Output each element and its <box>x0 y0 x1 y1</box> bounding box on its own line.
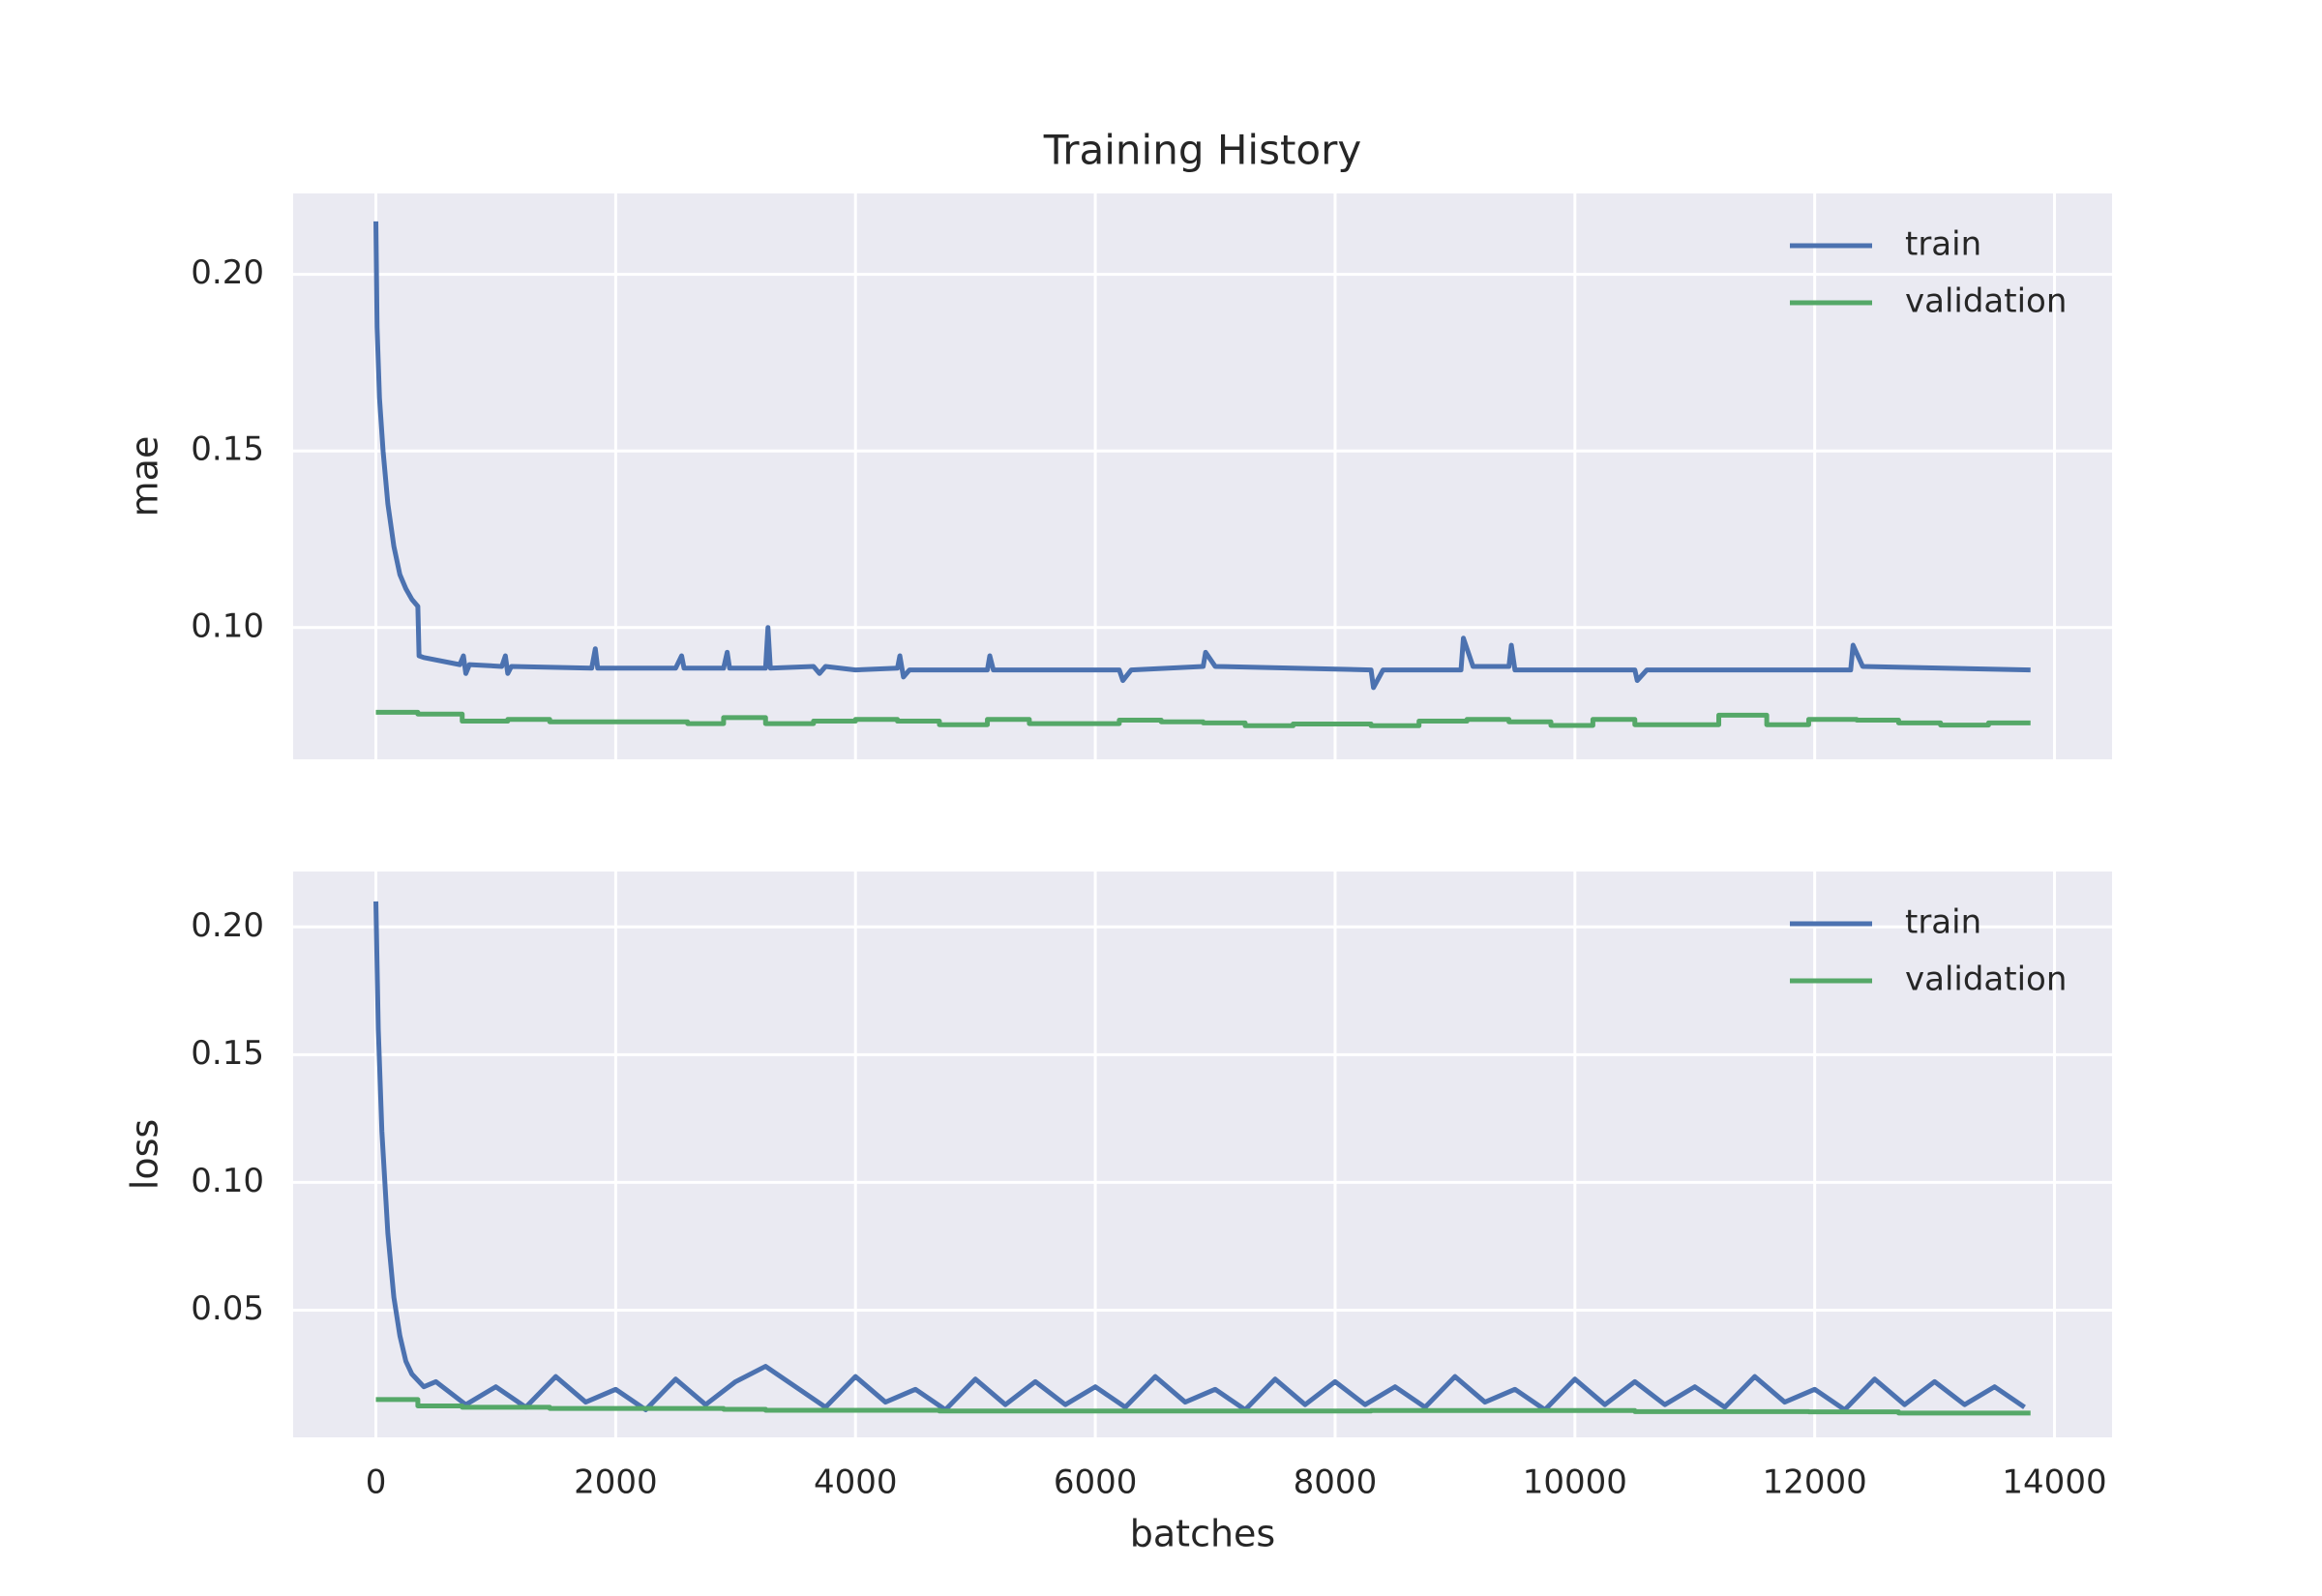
y-tick-label: 0.20 <box>191 253 264 292</box>
y-tick-label: 0.20 <box>191 906 264 945</box>
series-line <box>373 901 2026 1412</box>
series-line <box>375 1397 2031 1416</box>
legend-label: train <box>1905 903 1981 942</box>
x-tick-label: 2000 <box>574 1463 658 1502</box>
y-tick-label: 0.10 <box>191 1162 264 1200</box>
series-line <box>375 709 2031 728</box>
legend-label: validation <box>1905 282 2067 321</box>
y-tick-label: 0.15 <box>191 430 264 469</box>
x-tick-label: 14000 <box>2002 1463 2106 1502</box>
x-tick-label: 0 <box>366 1463 387 1502</box>
x-tick-label: 12000 <box>1763 1463 1867 1502</box>
series-line <box>373 221 2031 691</box>
plot-area <box>293 193 2112 759</box>
plot-area <box>293 872 2112 1437</box>
x-tick-label: 6000 <box>1054 1463 1138 1502</box>
chart-title: Training History <box>1043 127 1362 174</box>
y-tick-label: 0.15 <box>191 1034 264 1073</box>
legend-label: train <box>1905 225 1981 264</box>
y-tick-label: 0.10 <box>191 606 264 645</box>
x-axis-label: batches <box>1130 1513 1275 1555</box>
legend-label: validation <box>1905 961 2067 999</box>
y-axis-label: mae <box>124 436 166 517</box>
y-axis-label: loss <box>124 1119 166 1190</box>
x-tick-label: 4000 <box>814 1463 898 1502</box>
x-tick-label: 8000 <box>1294 1463 1378 1502</box>
x-tick-label: 10000 <box>1523 1463 1627 1502</box>
y-tick-label: 0.05 <box>191 1289 264 1328</box>
